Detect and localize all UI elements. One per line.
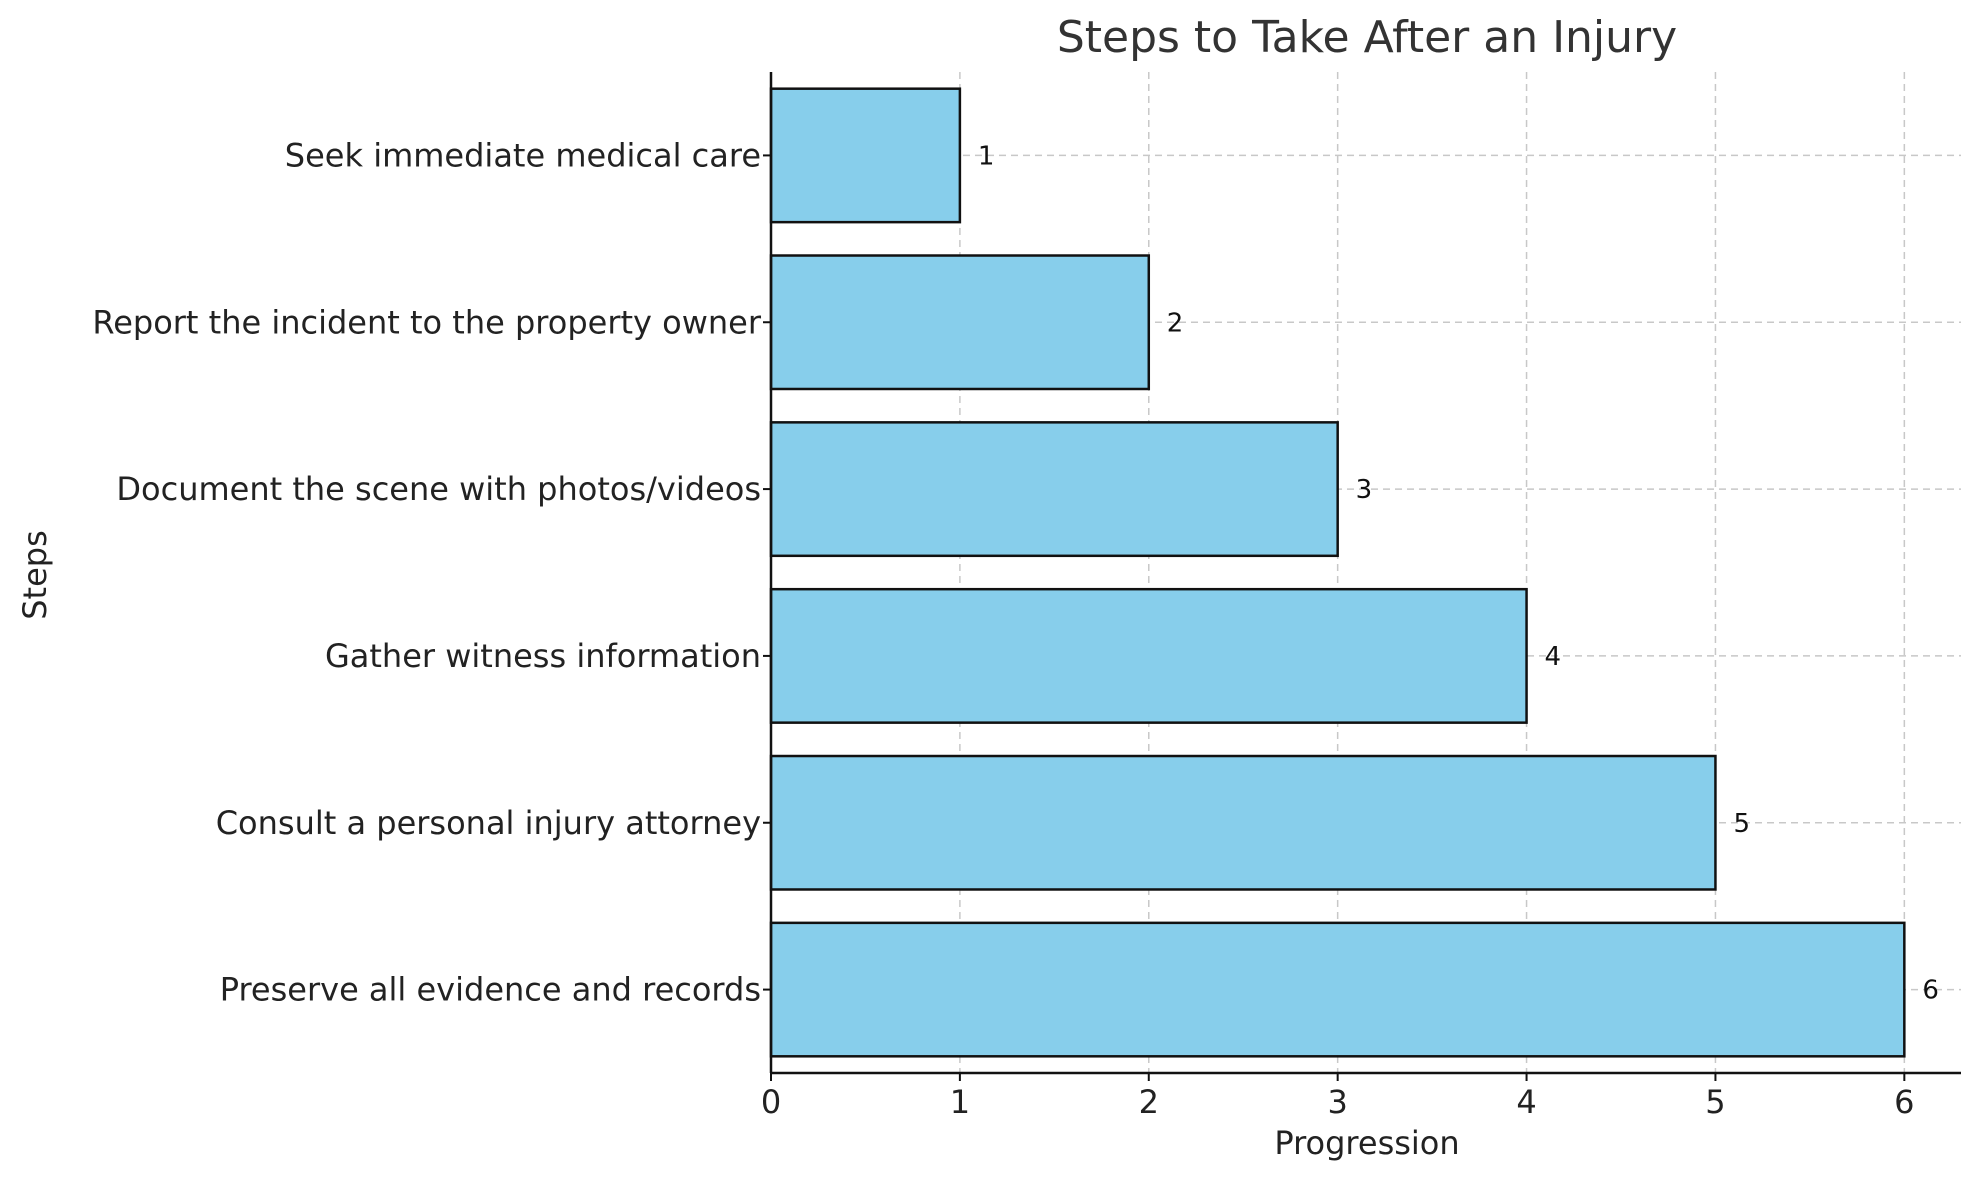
label-layer: 0 1 2 3 4 5 6 Seek immediate medical care Report…	[92, 136, 1938, 1121]
data-label: 1	[978, 141, 995, 171]
y-axis-label: Steps	[16, 530, 54, 620]
bar-1	[769, 87, 962, 224]
axis-layer	[763, 72, 1961, 1081]
x-tick-label: 4	[1516, 1083, 1536, 1121]
x-tick-label: 5	[1705, 1083, 1725, 1121]
category-label: Consult a personal injury attorney	[216, 804, 761, 842]
bar-6	[769, 921, 1906, 1058]
x-tick-label: 3	[1327, 1083, 1347, 1121]
x-axis-label: Progression	[1274, 1124, 1459, 1162]
category-label: Report the incident to the property owne…	[92, 303, 761, 341]
x-tick-label: 0	[761, 1083, 781, 1121]
category-label: Gather witness information	[325, 637, 761, 675]
bar-4	[769, 587, 1528, 724]
data-label: 6	[1922, 976, 1939, 1006]
bar-5	[769, 754, 1717, 891]
x-tick-label: 2	[1139, 1083, 1159, 1121]
category-label: Preserve all evidence and records	[220, 971, 761, 1009]
data-label: 4	[1545, 642, 1562, 672]
chart-title: Steps to Take After an Injury	[1057, 12, 1677, 63]
category-label: Seek immediate medical care	[285, 136, 761, 174]
data-label: 5	[1733, 809, 1750, 839]
bar-layer	[769, 87, 1906, 1058]
x-tick-label: 1	[950, 1083, 970, 1121]
bar-3	[769, 421, 1339, 558]
category-label: Document the scene with photos/videos	[116, 470, 761, 508]
x-tick-label: 6	[1894, 1083, 1914, 1121]
bar-2	[769, 254, 1151, 391]
data-label: 2	[1167, 308, 1184, 338]
data-label: 3	[1356, 475, 1373, 505]
